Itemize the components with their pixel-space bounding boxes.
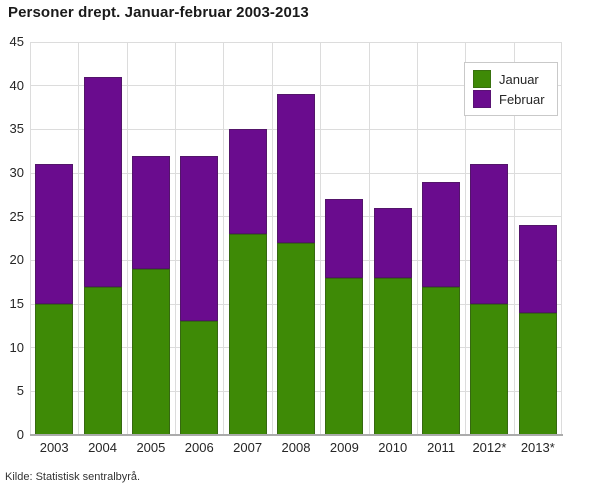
gridline-x-11: [561, 42, 562, 435]
bar-2012*-februar: [470, 164, 509, 304]
bar-2008-februar: [277, 94, 315, 243]
bar-2005-februar: [131, 155, 170, 270]
x-axis-line: [30, 434, 563, 436]
x-tick-label-2003: 2003: [39, 440, 69, 455]
plot-area: [30, 41, 562, 435]
bar-2010-januar: [373, 277, 412, 435]
bar-2007-februar: [228, 129, 267, 235]
x-tick-label-2010: 2010: [378, 440, 408, 455]
bar-2004-februar: [83, 76, 122, 287]
bar-2013*-januar: [518, 312, 557, 435]
bar-2004-januar: [83, 286, 122, 435]
legend-swatch-februar: [473, 90, 491, 108]
y-tick-label-15: 15: [9, 296, 24, 311]
y-tick-label-25: 25: [9, 208, 24, 224]
bar-2003-februar: [35, 164, 74, 304]
x-tick-label-2012*: 2012*: [472, 440, 507, 455]
gridline-y-45: [30, 41, 562, 43]
y-tick-label-45: 45: [9, 34, 24, 49]
legend-label-februar: Februar: [499, 91, 545, 107]
y-tick-label-35: 35: [9, 121, 24, 137]
x-tick-label-2009: 2009: [329, 440, 359, 455]
bar-2012*-januar: [470, 304, 509, 435]
bar-2013*-februar: [518, 225, 557, 313]
y-tick-label-20: 20: [9, 252, 24, 268]
x-tick-label-2008: 2008: [281, 440, 311, 455]
x-tick-label-2013*: 2013*: [520, 440, 555, 455]
gridline-x-3: [175, 42, 176, 435]
y-tick-label-5: 5: [16, 383, 24, 399]
bar-2006-januar: [180, 321, 219, 435]
bar-2005-januar: [131, 269, 170, 435]
bar-2006-februar: [180, 155, 219, 322]
x-tick-label-2007: 2007: [233, 440, 263, 455]
legend: Januar Februar: [464, 62, 558, 116]
legend-item-februar: Februar: [473, 90, 545, 108]
bar-2003-januar: [35, 304, 74, 435]
chart-title: Personer drept. Januar-februar 2003-2013: [8, 4, 309, 21]
gridline-x-9: [465, 42, 466, 435]
bar-2011-februar: [422, 181, 461, 287]
bar-2007-januar: [228, 234, 267, 435]
legend-swatch-januar: [473, 70, 491, 88]
source-note: Kilde: Statistisk sentralbyrå.: [5, 471, 141, 483]
y-tick-label-0: 0: [16, 427, 24, 442]
gridline-x-8: [417, 42, 418, 435]
legend-item-januar: Januar: [473, 70, 545, 88]
gridline-x-10: [514, 42, 515, 435]
bar-2010-februar: [373, 207, 412, 278]
x-tick-label-2005: 2005: [136, 440, 166, 455]
bar-2009-februar: [325, 199, 364, 278]
bar-2008-januar: [277, 242, 315, 435]
x-tick-label-2004: 2004: [88, 440, 117, 455]
gridline-x-0: [30, 42, 31, 435]
y-tick-label-10: 10: [9, 339, 24, 355]
x-tick-label-2011: 2011: [427, 440, 456, 455]
legend-label-januar: Januar: [499, 71, 539, 87]
gridline-x-2: [127, 42, 128, 435]
gridline-y-40: [30, 85, 562, 87]
bar-2009-januar: [325, 277, 364, 435]
gridline-x-6: [320, 42, 321, 435]
gridline-x-5: [272, 42, 273, 435]
x-tick-label-2006: 2006: [184, 440, 214, 455]
bar-2011-januar: [422, 286, 461, 435]
gridline-x-4: [223, 42, 224, 435]
gridline-x-7: [369, 42, 370, 435]
y-tick-label-40: 40: [9, 77, 24, 93]
y-tick-label-30: 30: [9, 165, 24, 180]
gridline-x-1: [78, 42, 79, 435]
